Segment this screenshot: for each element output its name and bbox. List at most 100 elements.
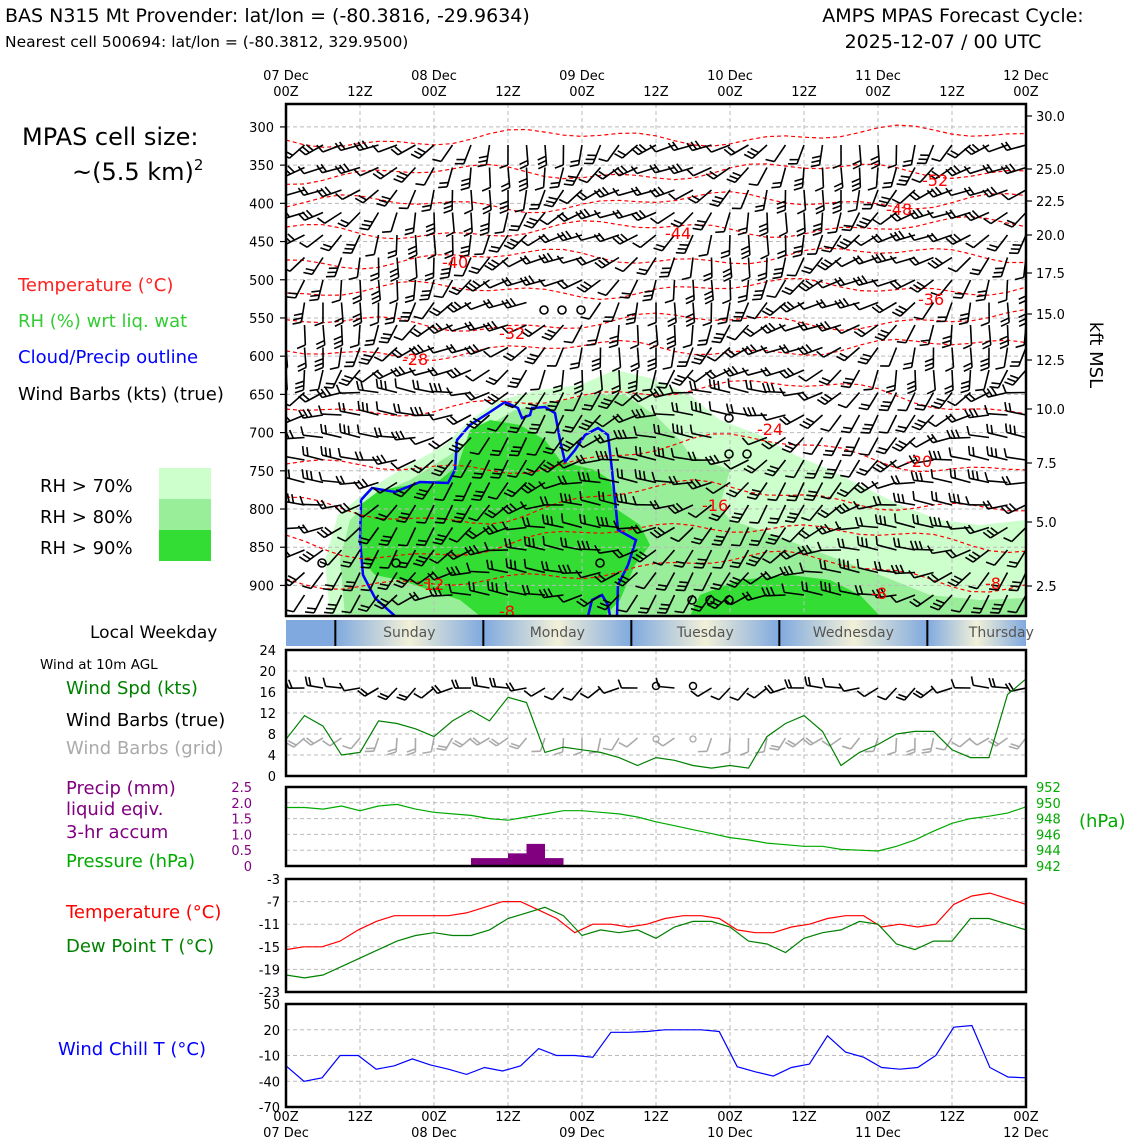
wind-barb-feather xyxy=(526,517,531,527)
wind-barb-feather xyxy=(395,430,401,440)
wind-barb-feather xyxy=(617,609,627,613)
wind-barb-staff xyxy=(1011,211,1026,228)
wind-barb-feather xyxy=(506,489,516,495)
wind-barb-feather xyxy=(539,466,549,473)
wind-tick-label: 0 xyxy=(268,770,276,785)
wind-barb-staff xyxy=(544,481,564,490)
wind-barb-feather xyxy=(525,406,535,411)
wind-barb-feather xyxy=(649,344,659,350)
wind-barb-feather xyxy=(916,281,926,288)
wind-barb-feather xyxy=(575,193,584,201)
wind-barb-staff xyxy=(525,544,546,551)
wind-barb-staff xyxy=(786,414,805,426)
wind-barb-staff xyxy=(527,481,546,494)
wind-barb-feather xyxy=(657,186,665,195)
wind-barb-feather xyxy=(308,676,312,687)
wind-barb-staff xyxy=(322,324,326,345)
wind-barb-feather xyxy=(986,163,994,173)
wind-tick-label: 16 xyxy=(259,686,276,701)
wind-barb-staff xyxy=(444,737,454,751)
wind-barb-feather xyxy=(908,570,915,579)
wind-barb-feather xyxy=(380,454,387,463)
wind-barb-feather xyxy=(568,494,572,504)
wind-barb-feather xyxy=(877,496,882,506)
wind-barb-feather xyxy=(779,418,787,426)
wind-barb-feather xyxy=(594,575,602,583)
wind-barb-feather xyxy=(527,431,537,434)
wind-barb-feather xyxy=(882,185,892,189)
wind-barb-staff xyxy=(381,346,398,362)
wind-barb-feather xyxy=(936,397,946,403)
wind-barb-staff xyxy=(1007,504,1026,515)
wind-barb-feather xyxy=(799,423,809,430)
wind-barb-feather xyxy=(375,401,379,411)
calm-marker xyxy=(742,449,752,459)
wind-barb-feather xyxy=(527,403,537,407)
calm-marker-grid xyxy=(689,735,697,743)
wind-barb-staff xyxy=(583,594,601,608)
wind-barb-feather xyxy=(437,383,443,393)
wind-barb-staff xyxy=(789,436,805,453)
wind-barb-staff xyxy=(880,459,897,473)
wind-barb-staff xyxy=(807,414,824,430)
pressure-tick-label: 946 xyxy=(1036,828,1061,843)
wind-barb-feather xyxy=(784,519,795,524)
wind-barb-feather xyxy=(557,475,563,485)
wind-barb-feather xyxy=(841,454,852,457)
wind-barb-feather xyxy=(764,570,772,579)
wind-barb-staff xyxy=(829,234,842,253)
wind-barb-feather xyxy=(765,307,774,314)
wind-barb-feather xyxy=(764,685,771,694)
wind-barb-staff xyxy=(691,409,712,416)
wind-barb-feather xyxy=(805,280,814,287)
wind-barb-feather xyxy=(952,493,956,503)
wind-barb-feather xyxy=(540,560,545,570)
wind-barb-feather xyxy=(703,276,713,282)
wind-barb-staff xyxy=(679,369,694,386)
wind-barb-staff xyxy=(654,432,675,439)
wind-barb-feather xyxy=(657,387,665,396)
wind-barb-feather xyxy=(301,146,310,154)
wind-barb-feather xyxy=(490,560,494,570)
wind-barb-feather xyxy=(801,530,810,537)
wind-barb-feather xyxy=(897,409,907,412)
wind-barb-feather xyxy=(666,335,676,341)
wind-barb-feather xyxy=(473,494,483,498)
wind-barb-staff xyxy=(305,144,324,156)
wind-barb-feather xyxy=(446,387,452,396)
wind-barb-feather xyxy=(584,419,594,425)
wind-barb-feather xyxy=(338,164,346,173)
wind-barb-feather xyxy=(474,676,478,687)
wind-barb-feather xyxy=(433,468,444,473)
wind-barb-feather xyxy=(333,335,343,341)
kft-tick-label: 22.5 xyxy=(1036,195,1065,210)
wind-barb-feather xyxy=(648,339,658,346)
wind-barb-staff xyxy=(747,257,751,278)
calm-marker xyxy=(317,558,327,568)
wind-barb-feather xyxy=(871,278,879,287)
wind-barb-staff xyxy=(803,391,823,401)
wind-barb-feather xyxy=(1010,743,1020,748)
wind-barb-feather xyxy=(333,344,343,350)
wind-barb-feather xyxy=(317,405,323,415)
wind-barb-feather xyxy=(377,586,387,591)
wind-barb-feather xyxy=(709,203,719,207)
wind-barb-feather xyxy=(583,404,594,407)
wind-barb-feather xyxy=(893,513,897,523)
contour-label: -8 xyxy=(871,584,887,603)
wind-barb-feather xyxy=(967,524,975,533)
wind-barb-feather xyxy=(519,277,527,286)
wind-barb-feather xyxy=(630,366,640,373)
wind-barb-feather xyxy=(562,429,572,433)
wind-barb-feather xyxy=(634,146,643,154)
wind-barb-feather xyxy=(281,520,285,528)
wind-barb-feather xyxy=(655,588,666,591)
wind-barb-feather xyxy=(671,381,681,387)
wind-barb-feather xyxy=(891,311,901,317)
wind-barb-feather xyxy=(316,531,325,539)
wind-barb-staff xyxy=(417,324,435,338)
wind-barb-feather xyxy=(951,741,961,748)
wind-barb-feather xyxy=(972,551,981,558)
wind-barb-staff xyxy=(914,256,934,266)
